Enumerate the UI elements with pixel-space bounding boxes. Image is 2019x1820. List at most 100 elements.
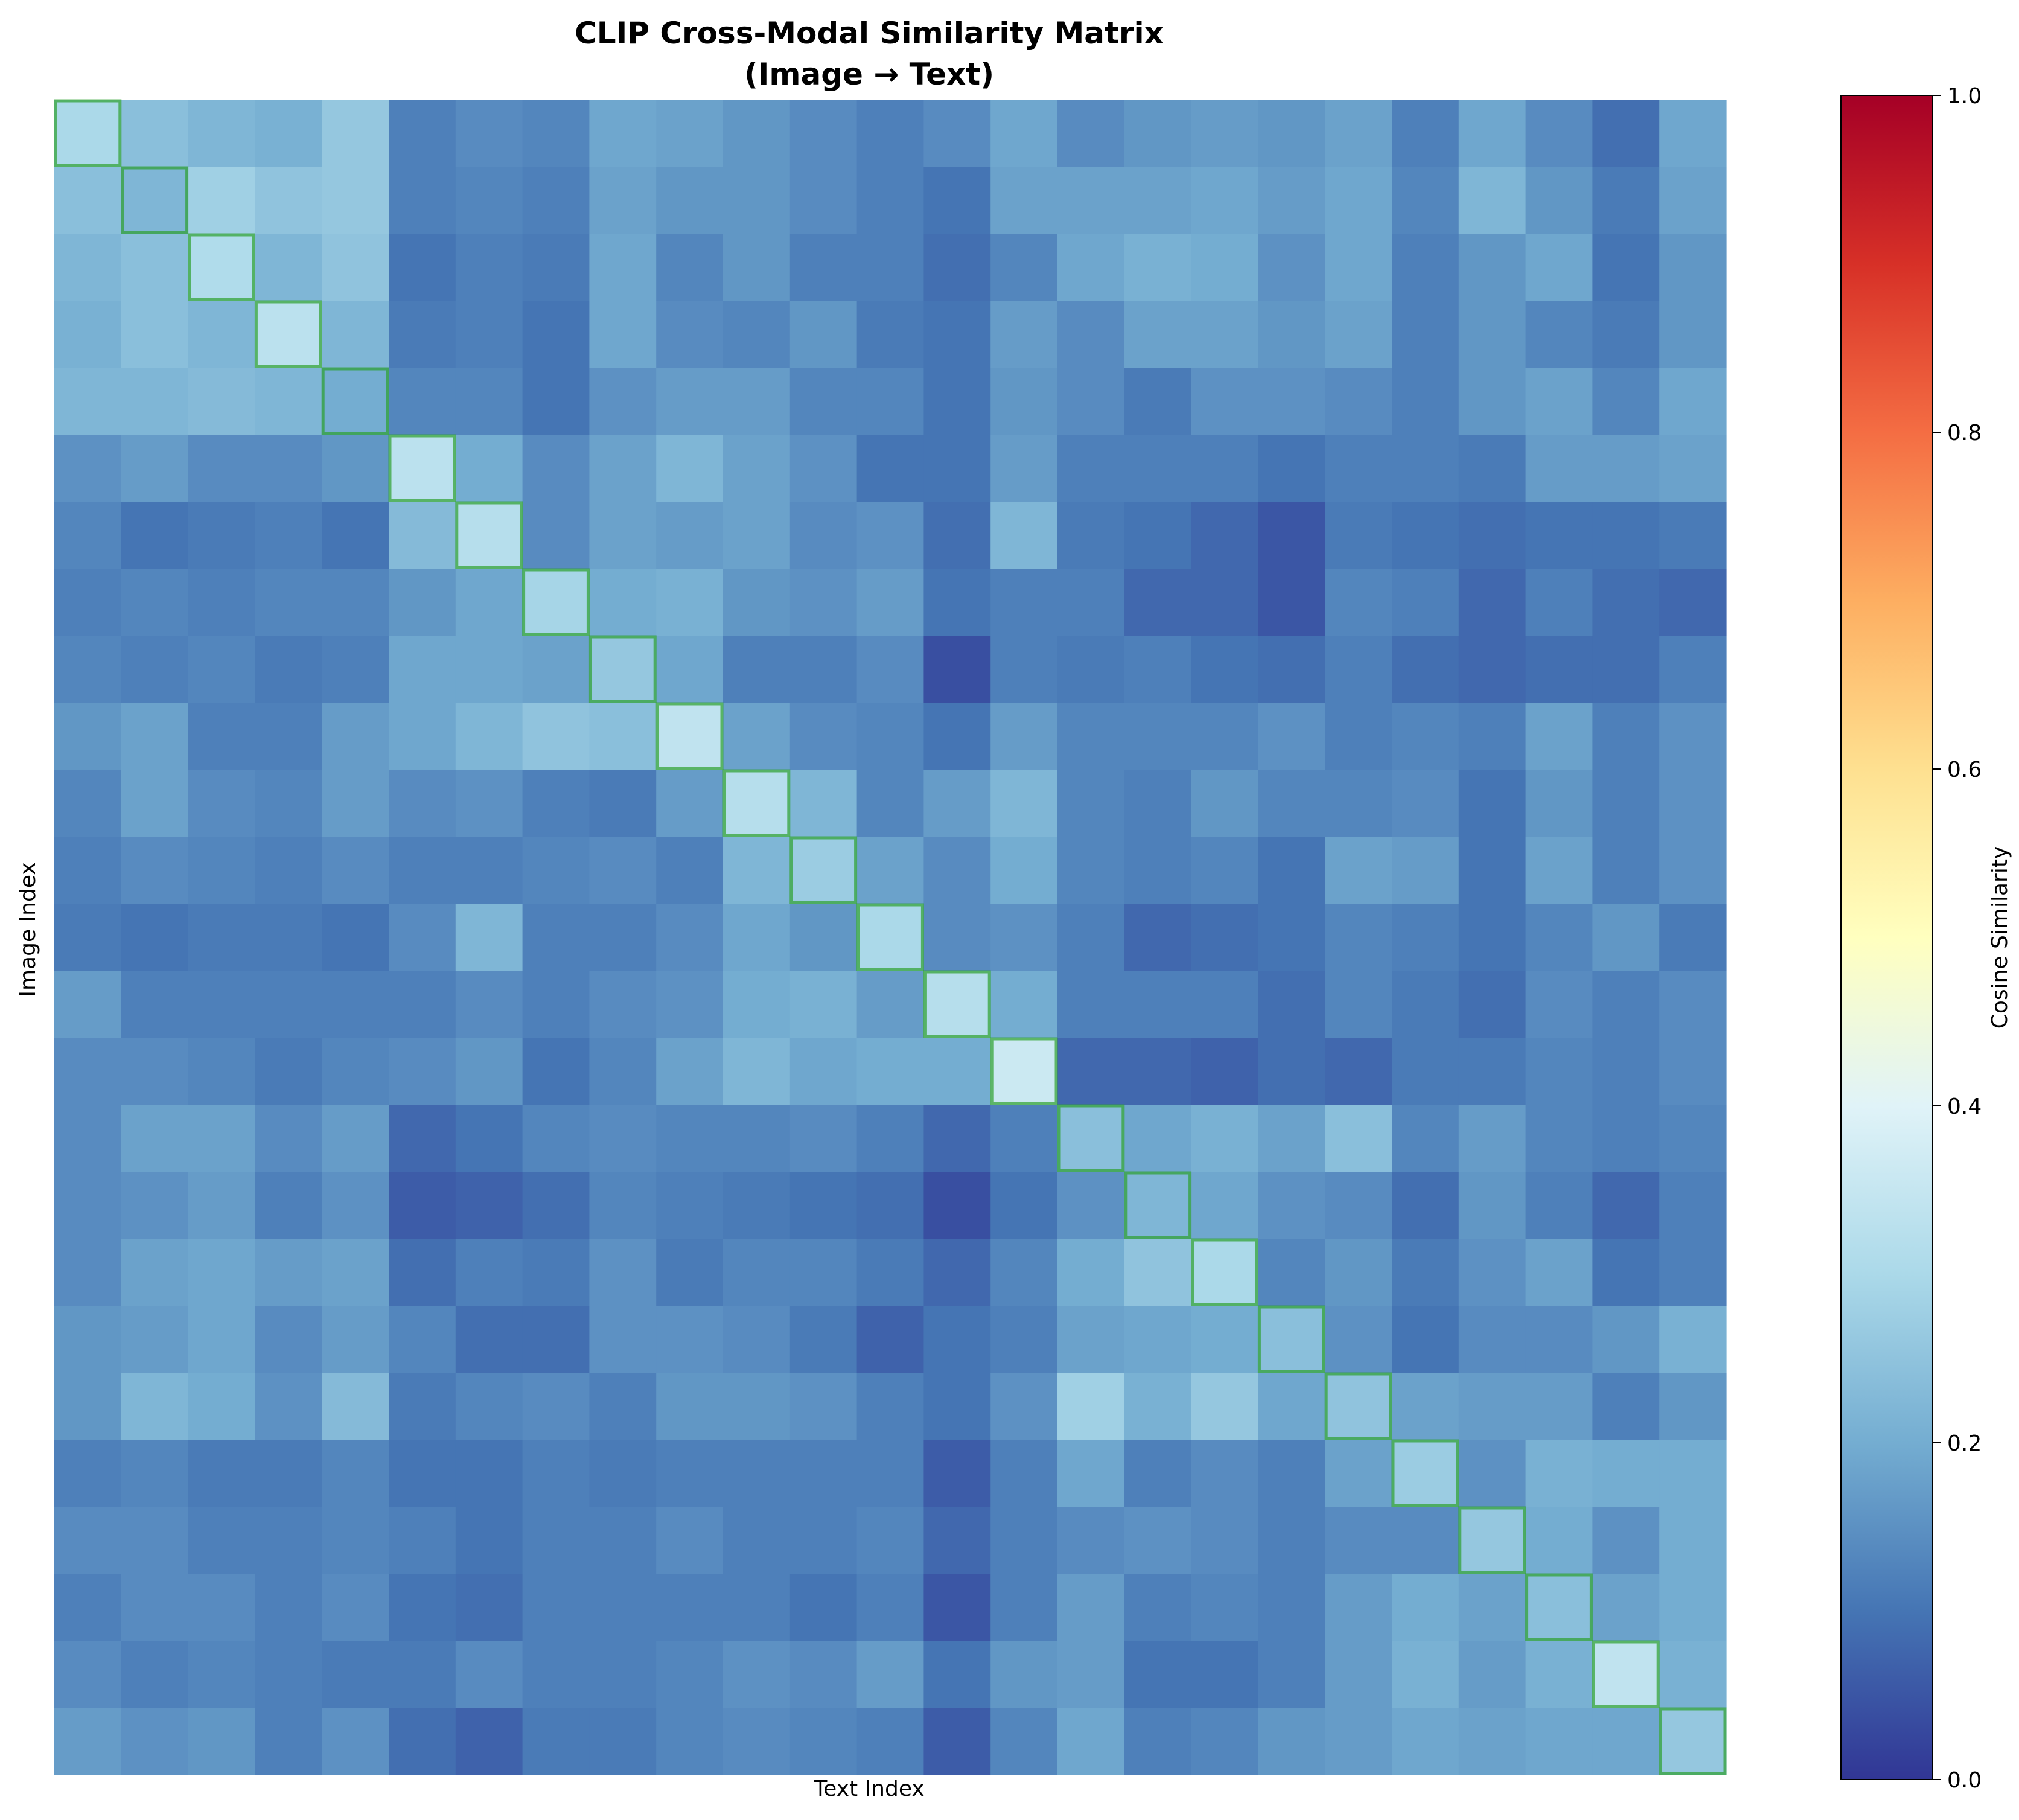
heatmap-cell-r3-c7 <box>522 301 590 368</box>
heatmap-cell-r3-c4 <box>322 301 389 368</box>
heatmap-cell-r10-c15 <box>1057 770 1125 837</box>
heatmap-cell-r21-c10 <box>723 1507 791 1574</box>
heatmap-cell-r6-c4 <box>322 502 389 569</box>
heatmap-cell-r19-c5 <box>389 1373 456 1440</box>
heatmap-cell-r11-c13 <box>923 837 991 904</box>
heatmap-cell-r0-c4 <box>322 100 389 167</box>
heatmap-cell-r22-c15 <box>1057 1574 1125 1641</box>
heatmap-cell-r21-c11 <box>789 1507 858 1574</box>
heatmap-cell-r2-c12 <box>856 234 924 301</box>
heatmap-cell-r9-c8 <box>589 703 657 770</box>
heatmap-cell-r15-c13 <box>923 1105 991 1172</box>
heatmap-cell-r15-c4 <box>322 1105 389 1172</box>
heatmap-cell-r12-c1 <box>121 904 189 971</box>
heatmap-cell-r15-c10 <box>723 1105 791 1172</box>
heatmap-cell-r18-c6 <box>455 1306 523 1373</box>
heatmap-cell-r13-c17 <box>1191 971 1258 1038</box>
heatmap-cell-r9-c0 <box>54 703 122 770</box>
heatmap-cell-r2-c3 <box>255 234 322 301</box>
heatmap-cell-r21-c24 <box>1659 1507 1727 1574</box>
heatmap-cell-r1-c0 <box>54 167 122 234</box>
heatmap-cell-r17-c23 <box>1592 1239 1660 1306</box>
heatmap-cell-r3-c15 <box>1057 301 1125 368</box>
heatmap-cell-r6-c2 <box>188 502 255 569</box>
heatmap-cell-r18-c3 <box>255 1306 322 1373</box>
heatmap-cell-r6-c21 <box>1458 502 1526 569</box>
heatmap-cell-r3-c20 <box>1392 301 1459 368</box>
heatmap-cell-r19-c20 <box>1392 1373 1459 1440</box>
heatmap-cell-r8-c3 <box>255 636 322 703</box>
heatmap-cell-r15-c16 <box>1124 1105 1192 1172</box>
heatmap-cell-r5-c7 <box>522 435 590 502</box>
heatmap-cell-r4-c21 <box>1458 368 1526 435</box>
heatmap-cell-r5-c6 <box>455 435 523 502</box>
heatmap-cell-r18-c14 <box>990 1306 1058 1373</box>
heatmap-cell-r9-c9 <box>656 703 724 770</box>
heatmap-cell-r2-c17 <box>1191 234 1258 301</box>
heatmap-cell-r14-c15 <box>1057 1038 1125 1105</box>
heatmap-cell-r19-c2 <box>188 1373 255 1440</box>
heatmap-cell-r10-c12 <box>856 770 924 837</box>
heatmap-cell-r7-c8 <box>589 569 657 636</box>
heatmap-cell-r20-c1 <box>121 1440 189 1507</box>
heatmap-cell-r10-c18 <box>1258 770 1325 837</box>
heatmap-cell-r24-c18 <box>1258 1708 1325 1775</box>
heatmap-cell-r16-c3 <box>255 1172 322 1239</box>
heatmap-cell-r11-c22 <box>1525 837 1593 904</box>
heatmap-cell-r18-c1 <box>121 1306 189 1373</box>
heatmap-cell-r9-c13 <box>923 703 991 770</box>
heatmap-cell-r19-c24 <box>1659 1373 1727 1440</box>
diagonal-highlight-1 <box>121 166 189 234</box>
heatmap-cell-r5-c21 <box>1458 435 1526 502</box>
heatmap-cell-r24-c10 <box>723 1708 791 1775</box>
heatmap-cell-r12-c16 <box>1124 904 1192 971</box>
heatmap-cell-r21-c13 <box>923 1507 991 1574</box>
heatmap-cell-r21-c7 <box>522 1507 590 1574</box>
heatmap-cell-r12-c22 <box>1525 904 1593 971</box>
heatmap-cell-r23-c22 <box>1525 1641 1593 1708</box>
heatmap-cell-r20-c6 <box>455 1440 523 1507</box>
heatmap-cell-r16-c22 <box>1525 1172 1593 1239</box>
heatmap-cell-r8-c17 <box>1191 636 1258 703</box>
heatmap-cell-r18-c17 <box>1191 1306 1258 1373</box>
heatmap-cell-r0-c9 <box>656 100 724 167</box>
heatmap-cell-r9-c18 <box>1258 703 1325 770</box>
heatmap-cell-r18-c18 <box>1258 1306 1325 1373</box>
heatmap-cell-r8-c19 <box>1325 636 1392 703</box>
heatmap-cell-r15-c21 <box>1458 1105 1526 1172</box>
heatmap-cell-r17-c3 <box>255 1239 322 1306</box>
heatmap-cell-r1-c7 <box>522 167 590 234</box>
diagonal-highlight-2 <box>188 233 255 301</box>
heatmap-cell-r23-c20 <box>1392 1641 1459 1708</box>
heatmap-cell-r20-c10 <box>723 1440 791 1507</box>
heatmap-cell-r15-c18 <box>1258 1105 1325 1172</box>
heatmap-cell-r18-c21 <box>1458 1306 1526 1373</box>
heatmap-cell-r15-c17 <box>1191 1105 1258 1172</box>
heatmap-cell-r21-c23 <box>1592 1507 1660 1574</box>
diagonal-highlights <box>54 99 1727 1775</box>
heatmap-cell-r24-c15 <box>1057 1708 1125 1775</box>
colorbar <box>1840 95 1933 1780</box>
heatmap-cell-r1-c23 <box>1592 167 1660 234</box>
heatmap-cell-r0-c3 <box>255 100 322 167</box>
diagonal-highlight-18 <box>1257 1305 1325 1373</box>
heatmap-cell-r23-c12 <box>856 1641 924 1708</box>
heatmap-cell-r23-c10 <box>723 1641 791 1708</box>
heatmap-cell-r22-c8 <box>589 1574 657 1641</box>
heatmap-cell-r13-c23 <box>1592 971 1660 1038</box>
heatmap-cell-r23-c17 <box>1191 1641 1258 1708</box>
heatmap-cell-r7-c21 <box>1458 569 1526 636</box>
heatmap-cell-r7-c14 <box>990 569 1058 636</box>
heatmap-cell-r0-c20 <box>1392 100 1459 167</box>
heatmap-cell-r16-c6 <box>455 1172 523 1239</box>
heatmap-cell-r22-c20 <box>1392 1574 1459 1641</box>
heatmap-cell-r17-c19 <box>1325 1239 1392 1306</box>
heatmap-cell-r5-c23 <box>1592 435 1660 502</box>
heatmap-cell-r11-c8 <box>589 837 657 904</box>
heatmap-cell-r19-c22 <box>1525 1373 1593 1440</box>
chart-subtitle: (Image → Text) <box>744 57 994 92</box>
heatmap-cell-r23-c14 <box>990 1641 1058 1708</box>
heatmap-cell-r4-c11 <box>789 368 858 435</box>
heatmap-cell-r1-c9 <box>656 167 724 234</box>
diagonal-highlight-14 <box>990 1037 1058 1105</box>
